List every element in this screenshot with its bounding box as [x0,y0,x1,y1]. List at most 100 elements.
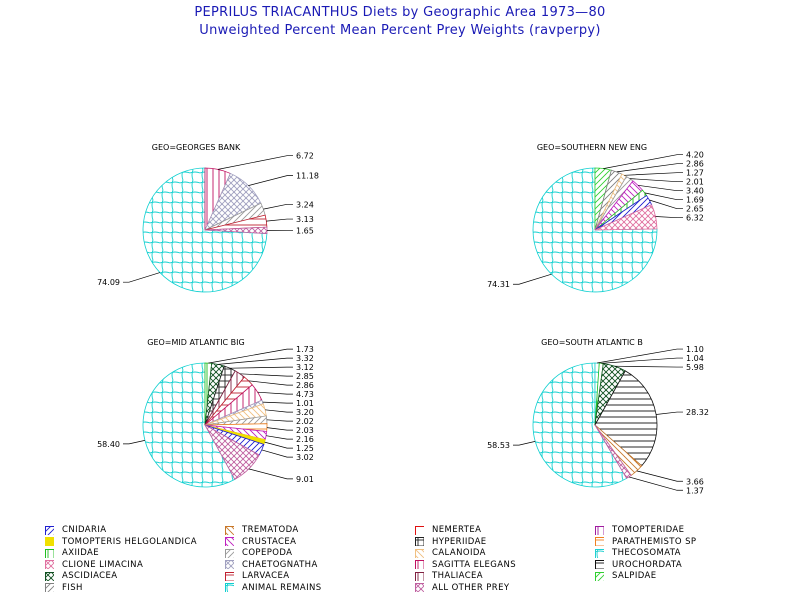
pie-leader-line [262,401,293,404]
pie-leader-line [266,435,293,440]
pie-data-label: 1.27 [686,169,704,178]
legend-item-axiidae: AXIIDAE [45,547,99,559]
pie-leader-line [655,216,683,219]
pie-leader-line [208,348,293,364]
pie-data-label: 3.66 [686,477,704,486]
pie-data-label: 11.18 [296,172,319,181]
pie-leader-line [263,203,293,210]
pie-charts-canvas: GEO=GEORGES BANK 6.72 11.18 3.24 3.13 1.65 74.… [97,143,709,495]
legend-swatch [225,525,234,535]
pie-slice-all-other-prey [204,226,268,234]
legend-item-tomopteris-helgolandica: TOMOPTERIS HELGOLANDICA [45,536,197,548]
legend-label: COPEPODA [242,548,293,558]
legend-item-copepoda: COPEPODA [225,547,292,559]
pie-title: GEO=SOUTHERN NEW ENG [537,143,647,152]
pie-data-label: 2.03 [296,426,314,435]
pie-data-label: 1.37 [686,486,704,495]
legend-swatch [415,548,424,558]
pie-data-label: 3.20 [296,408,314,417]
legend-item-salpidae: SALPIDAE [595,570,657,582]
pie-data-label: 1.01 [296,399,314,408]
pie-leader-line [601,357,683,364]
pie-title: GEO=GEORGES BANK [152,143,241,152]
pie-data-label: 2.01 [686,178,704,187]
legend-item-cnidaria: CNIDARIA [45,524,106,536]
pie-data-label: 3.02 [296,453,314,462]
legend-item-hyperiidae: HYPERIIDAE [415,536,487,548]
legend-label: TOMOPTERIDAE [612,525,685,535]
legend-label: LARVACEA [242,571,290,581]
pie-data-label: 3.12 [296,363,314,372]
pie-leader-line [649,199,683,210]
legend-swatch [415,571,424,581]
legend-item-nemertea: NEMERTEA [415,524,481,536]
legend-item-thecosomata: THECOSOMATA [595,547,681,559]
pie-data-label: 2.16 [296,435,314,444]
legend-label: CLIONE LIMACINA [62,559,144,570]
pie-data-label: 4.20 [686,151,704,160]
pie-leader-line [513,441,536,446]
legend-item-thaliacea: THALIACEA [415,570,483,582]
pie-leader-line [265,409,293,413]
pie-data-label: 1.73 [296,345,314,354]
pie-data-label: 2.02 [296,417,314,426]
legend-item-urochordata: UROCHORDATA [595,559,682,571]
legend-swatch [45,560,54,569]
pie-data-label: 3.24 [296,200,314,209]
legend-swatch [595,571,604,581]
pie-leader-line [624,172,683,176]
pie-leader-line [248,380,293,386]
pie-data-label: 1.65 [296,226,314,235]
legend-item-trematoda: TREMATODA [225,524,299,536]
pie-data-label: 74.31 [487,280,510,289]
legend-item-all-other-prey: ALL OTHER PREY [415,582,509,594]
legend-swatch [45,583,54,592]
legend-label: HYPERIIDAE [432,536,487,547]
pie-data-label: 5.98 [686,363,704,372]
legend-swatch [225,583,234,592]
pie-leader-line [266,419,293,422]
pie-leader-line [637,184,683,192]
legend-label: CRUSTACEA [242,536,297,547]
legend-label: TOMOPTERIS HELGOLANDICA [62,536,197,547]
legend-label: ASCIDIACEA [62,571,118,581]
pie-leader-line [123,440,145,445]
pie-geo-mid-atlantic-big: GEO=MID ATLANTIC BIG 1.733.323.122.852.86… [97,338,314,488]
legend-label: ALL OTHER PREY [432,582,510,593]
pie-leader-line [513,273,552,285]
legend-item-crustacea: CRUSTACEA [225,536,296,548]
pie-leader-line [614,365,683,368]
pie-leader-line [261,449,293,458]
legend-item-tomopteridae: TOMOPTERIDAE [595,524,684,536]
pie-title: GEO=MID ATLANTIC BIG [147,338,244,347]
pie-leader-line [644,192,683,201]
legend-swatch [225,571,234,581]
legend-swatch [45,525,54,535]
pie-slice-animal-remains [532,362,628,488]
pie-data-label: 6.32 [686,214,704,223]
pie-data-label: 3.32 [296,354,314,363]
pie-slice-urochordata [594,370,658,467]
legend-item-fish: FISH [45,582,83,594]
pie-data-label: 3.40 [686,187,704,196]
pie-leader-line [248,468,293,480]
pie-data-label: 2.86 [686,160,704,169]
chart-subtitle: Unweighted Percent Mean Percent Prey Wei… [199,23,601,38]
pie-leader-line [248,175,293,186]
pie-leader-line [123,272,161,283]
legend-swatch [225,548,234,558]
legend-label: THALIACEA [432,571,484,581]
pie-geo-georges-bank: GEO=GEORGES BANK 6.72 11.18 3.24 3.13 1.65 74.… [97,143,319,293]
pie-data-label: 2.85 [296,372,314,381]
pie-leader-line [266,218,293,222]
pie-leader-line [636,470,683,482]
pie-title: GEO=SOUTH ATLANTIC B [541,338,643,347]
legend-label: NEMERTEA [432,525,482,535]
legend-swatch [45,548,54,558]
legend-item-ascidiacea: ASCIDIACEA [45,570,118,582]
legend-swatch [225,537,234,546]
legend-swatch [45,537,54,546]
pie-data-label: 58.53 [487,441,510,450]
legend-swatch [595,560,604,569]
pie-leader-line [217,357,293,365]
